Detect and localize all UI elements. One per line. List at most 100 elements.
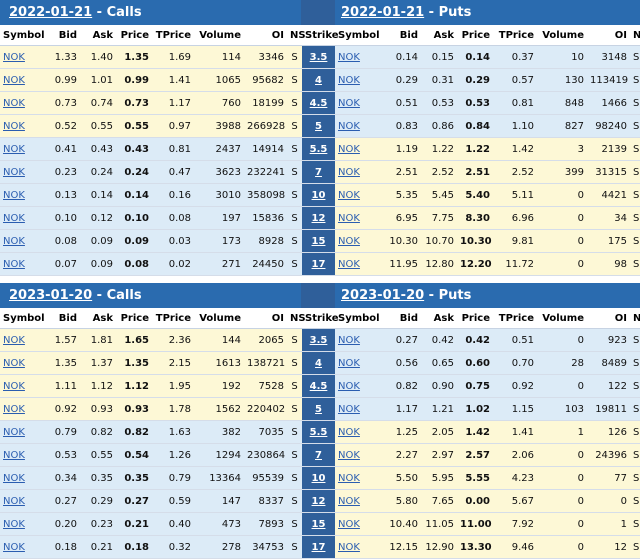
call-symbol-link[interactable]: NOK bbox=[3, 120, 25, 132]
put-volume-cell: 0 bbox=[537, 535, 587, 559]
call-symbol-link[interactable]: NOK bbox=[3, 357, 25, 369]
call-symbol-link[interactable]: NOK bbox=[3, 212, 25, 224]
table-row: NOK 0.08 0.09 0.09 0.03 173 8928 S 15 NOK 10.30 10.… bbox=[0, 229, 640, 253]
put-tprice-cell: 0.37 bbox=[493, 45, 537, 69]
put-symbol-link[interactable]: NOK bbox=[338, 97, 360, 109]
call-symbol-link[interactable]: NOK bbox=[3, 166, 25, 178]
put-volume-cell: 0 bbox=[537, 466, 587, 490]
table-row: NOK 0.27 0.29 0.27 0.59 147 8337 S 12 NOK 5.80 7.65… bbox=[0, 489, 640, 513]
put-oi-cell: 31315 bbox=[587, 160, 630, 184]
strike-link[interactable]: 4.5 bbox=[309, 97, 328, 109]
put-symbol-link[interactable]: NOK bbox=[338, 472, 360, 484]
put-symbol-link[interactable]: NOK bbox=[338, 334, 360, 346]
strike-link[interactable]: 7 bbox=[315, 166, 322, 178]
call-symbol-cell: NOK bbox=[0, 68, 38, 92]
call-oi-cell: 95539 bbox=[244, 466, 287, 490]
strike-link[interactable]: 4 bbox=[315, 74, 322, 86]
put-bid-cell: 0.14 bbox=[379, 45, 421, 69]
put-ns-cell: S bbox=[630, 466, 640, 490]
put-symbol-cell: NOK bbox=[335, 374, 379, 398]
strike-link[interactable]: 3.5 bbox=[309, 334, 328, 346]
put-price-cell: 5.40 bbox=[457, 183, 493, 207]
put-tprice-cell: 11.72 bbox=[493, 252, 537, 276]
call-symbol-link[interactable]: NOK bbox=[3, 449, 25, 461]
strike-link[interactable]: 4 bbox=[315, 357, 322, 369]
strike-link[interactable]: 17 bbox=[311, 541, 326, 553]
strike-link[interactable]: 15 bbox=[311, 518, 326, 530]
call-volume-cell: 760 bbox=[194, 91, 244, 115]
call-ns-cell: S bbox=[287, 397, 302, 421]
strike-link[interactable]: 5 bbox=[315, 120, 322, 132]
put-oi-cell: 113419 bbox=[587, 68, 630, 92]
strike-link[interactable]: 3.5 bbox=[309, 51, 328, 63]
call-bid-cell: 0.41 bbox=[38, 137, 80, 161]
strike-link[interactable]: 7 bbox=[315, 449, 322, 461]
call-ask-cell: 0.43 bbox=[80, 137, 116, 161]
calls-date-link[interactable]: 2023-01-20 bbox=[9, 288, 93, 303]
call-ns-cell: S bbox=[287, 45, 302, 69]
call-symbol-link[interactable]: NOK bbox=[3, 97, 25, 109]
call-symbol-link[interactable]: NOK bbox=[3, 258, 25, 270]
call-symbol-link[interactable]: NOK bbox=[3, 74, 25, 86]
call-symbol-link[interactable]: NOK bbox=[3, 472, 25, 484]
put-symbol-cell: NOK bbox=[335, 183, 379, 207]
strike-link[interactable]: 5 bbox=[315, 403, 322, 415]
put-ask-cell: 0.90 bbox=[421, 374, 457, 398]
put-symbol-link[interactable]: NOK bbox=[338, 495, 360, 507]
put-symbol-link[interactable]: NOK bbox=[338, 403, 360, 415]
calls-date-link[interactable]: 2022-01-21 bbox=[9, 5, 93, 20]
call-symbol-link[interactable]: NOK bbox=[3, 189, 25, 201]
call-symbol-cell: NOK bbox=[0, 206, 38, 230]
strike-link[interactable]: 4.5 bbox=[309, 380, 328, 392]
strike-link[interactable]: 10 bbox=[311, 472, 326, 484]
puts-date-link[interactable]: 2022-01-21 bbox=[341, 5, 425, 20]
strike-link[interactable]: 10 bbox=[311, 189, 326, 201]
call-volume-cell: 173 bbox=[194, 229, 244, 253]
call-symbol-link[interactable]: NOK bbox=[3, 495, 25, 507]
option-chain-2023-01-20: 2023-01-20 - Calls 2023-01-20 - Puts Symbo… bbox=[0, 283, 640, 559]
call-symbol-link[interactable]: NOK bbox=[3, 143, 25, 155]
put-symbol-link[interactable]: NOK bbox=[338, 189, 360, 201]
put-symbol-link[interactable]: NOK bbox=[338, 212, 360, 224]
strike-link[interactable]: 12 bbox=[311, 212, 326, 224]
call-symbol-link[interactable]: NOK bbox=[3, 235, 25, 247]
put-symbol-link[interactable]: NOK bbox=[338, 380, 360, 392]
puts-col-oi: OI bbox=[587, 308, 630, 329]
call-tprice-cell: 1.63 bbox=[152, 420, 194, 444]
calls-col-tprice: TPrice bbox=[152, 25, 194, 46]
call-symbol-link[interactable]: NOK bbox=[3, 334, 25, 346]
call-price-cell: 0.24 bbox=[116, 160, 152, 184]
call-symbol-link[interactable]: NOK bbox=[3, 403, 25, 415]
put-ask-cell: 0.65 bbox=[421, 351, 457, 375]
strike-link[interactable]: 17 bbox=[311, 258, 326, 270]
put-symbol-link[interactable]: NOK bbox=[338, 258, 360, 270]
puts-date-link[interactable]: 2023-01-20 bbox=[341, 288, 425, 303]
call-symbol-cell: NOK bbox=[0, 91, 38, 115]
put-symbol-link[interactable]: NOK bbox=[338, 120, 360, 132]
put-symbol-link[interactable]: NOK bbox=[338, 74, 360, 86]
call-volume-cell: 3988 bbox=[194, 114, 244, 138]
strike-link[interactable]: 12 bbox=[311, 495, 326, 507]
strike-link[interactable]: 15 bbox=[311, 235, 326, 247]
put-symbol-link[interactable]: NOK bbox=[338, 518, 360, 530]
put-symbol-link[interactable]: NOK bbox=[338, 143, 360, 155]
call-symbol-link[interactable]: NOK bbox=[3, 541, 25, 553]
table-row: NOK 0.10 0.12 0.10 0.08 197 15836 S 12 NOK 6.95 7.7… bbox=[0, 206, 640, 230]
call-symbol-link[interactable]: NOK bbox=[3, 518, 25, 530]
put-symbol-link[interactable]: NOK bbox=[338, 51, 360, 63]
strike-link[interactable]: 5.5 bbox=[309, 143, 328, 155]
call-symbol-link[interactable]: NOK bbox=[3, 51, 25, 63]
put-symbol-link[interactable]: NOK bbox=[338, 357, 360, 369]
call-oi-cell: 7528 bbox=[244, 374, 287, 398]
put-symbol-link[interactable]: NOK bbox=[338, 541, 360, 553]
put-price-cell: 0.84 bbox=[457, 114, 493, 138]
put-symbol-link[interactable]: NOK bbox=[338, 449, 360, 461]
put-bid-cell: 0.82 bbox=[379, 374, 421, 398]
put-symbol-link[interactable]: NOK bbox=[338, 426, 360, 438]
strike-link[interactable]: 5.5 bbox=[309, 426, 328, 438]
put-oi-cell: 122 bbox=[587, 374, 630, 398]
put-symbol-link[interactable]: NOK bbox=[338, 166, 360, 178]
put-symbol-link[interactable]: NOK bbox=[338, 235, 360, 247]
call-symbol-link[interactable]: NOK bbox=[3, 426, 25, 438]
call-symbol-link[interactable]: NOK bbox=[3, 380, 25, 392]
